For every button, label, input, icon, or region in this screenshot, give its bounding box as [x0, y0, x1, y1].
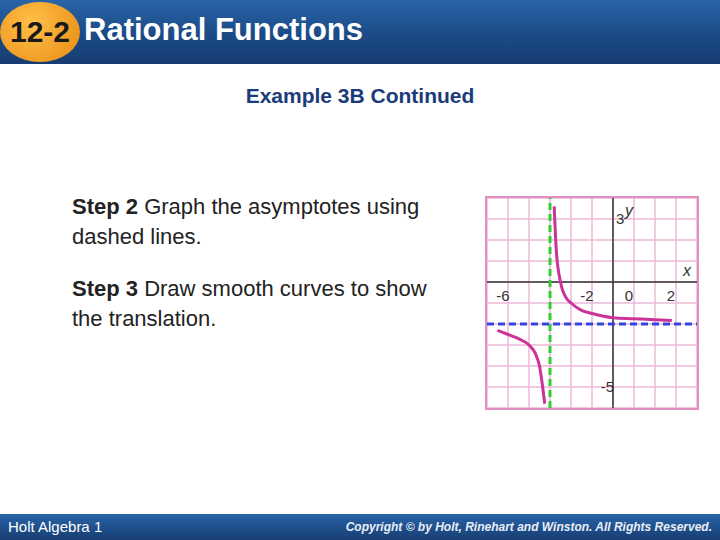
svg-text:-5: -5 [601, 378, 614, 395]
svg-text:2: 2 [667, 287, 675, 304]
html-text:Step 2 Graph the asymptotes us: Step 2 Graph the asymptotes using dashed… [72, 194, 420, 249]
html-text:12-2: 12-2 [10, 15, 70, 48]
svg-text:0: 0 [625, 287, 633, 304]
html-text:Copyright © by Holt, Rinehart: Copyright © by Holt, Rinehart and Winsto… [345, 520, 712, 534]
svg-text:y: y [624, 202, 634, 219]
svg-text:-6: -6 [496, 287, 509, 304]
svg-text:x: x [682, 262, 692, 279]
svg-text:3: 3 [616, 210, 624, 227]
html-text:Step 3 Draw smooth curves to s: Step 3 Draw smooth curves to show the tr… [72, 276, 427, 331]
html-text:Rational Functions: Rational Functions [84, 12, 363, 47]
html-text:Holt Algebra 1: Holt Algebra 1 [8, 518, 103, 535]
svg-text:-2: -2 [580, 287, 593, 304]
html-text:Example 3B Continued: Example 3B Continued [245, 84, 475, 107]
